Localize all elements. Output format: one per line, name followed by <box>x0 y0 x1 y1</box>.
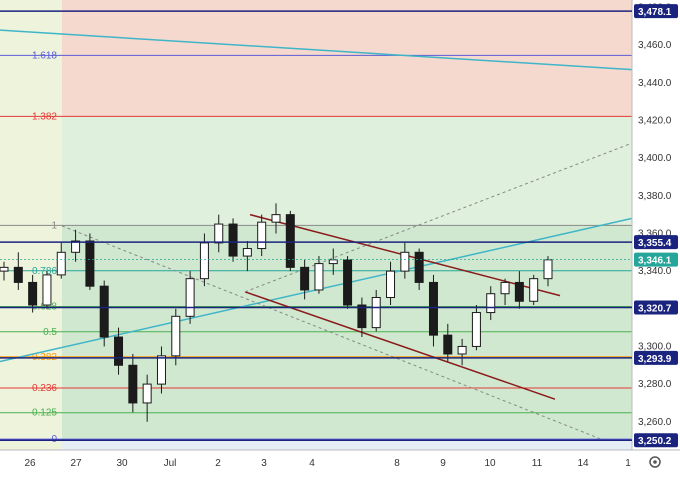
fib-label: 1 <box>51 220 57 231</box>
candle-body <box>343 259 353 306</box>
candle-body <box>543 259 553 280</box>
trendline-upper-cyan[interactable] <box>0 29 633 71</box>
price-tick-label: 3,360.0 <box>638 228 672 239</box>
fib-label: 1.382 <box>32 111 57 122</box>
candle-body <box>242 248 252 257</box>
candle-body <box>328 259 338 265</box>
price-tick-label: 3,440.0 <box>638 78 672 89</box>
candle-body <box>314 263 324 291</box>
candle-body <box>56 251 66 276</box>
date-tick-label: 10 <box>484 458 496 469</box>
price-tag <box>634 4 678 19</box>
candle-body <box>457 345 467 355</box>
candle-body <box>71 240 81 253</box>
date-tick-label: 8 <box>394 458 400 469</box>
candle-body <box>142 383 152 404</box>
price-tag-label: 3,355.4 <box>638 238 672 249</box>
date-tick-label: 11 <box>532 458 543 469</box>
candle-body <box>99 285 109 338</box>
candle-body <box>114 336 124 366</box>
candle-body <box>500 281 510 295</box>
candle-body <box>85 240 95 287</box>
price-tick-label: 3,400.0 <box>638 153 672 164</box>
fib-label: 0.236 <box>32 383 57 394</box>
gear-icon[interactable] <box>649 456 661 468</box>
candle-body <box>285 214 295 268</box>
candle-body <box>414 251 424 283</box>
candle-body <box>42 274 52 306</box>
candle-body <box>214 223 224 244</box>
time-axis: 26 27 30 Jul 2 3 4 8 9 10 11 14 1 <box>0 449 680 475</box>
date-tick-label: 27 <box>70 458 82 469</box>
price-tick-label: 3,460.0 <box>638 40 672 51</box>
candle-body <box>300 266 310 291</box>
price-tag <box>634 300 678 315</box>
lower-zone <box>62 439 632 450</box>
price-tag <box>634 252 678 267</box>
candle-body <box>185 278 195 317</box>
candle-body <box>371 296 381 329</box>
price-tag <box>634 433 678 448</box>
candle-body <box>357 304 367 329</box>
candle-body <box>428 281 438 336</box>
fib-diagonal <box>61 225 601 440</box>
price-tag <box>634 235 678 250</box>
date-tick-label: 9 <box>440 458 446 469</box>
date-tick-label: 30 <box>116 458 128 469</box>
price-tags: 3,478.1 3,355.4 3,346.1 3,320.7 3,293.9 3,250… <box>0 4 678 448</box>
candle-body <box>471 312 481 347</box>
candles <box>0 203 553 422</box>
price-tag-label: 3,478.1 <box>638 7 672 18</box>
price-tag-label: 3,346.1 <box>638 256 672 267</box>
date-tick-label: 3 <box>261 458 267 469</box>
price-tick-label: 3,380.0 <box>638 191 672 202</box>
price-tag-label: 3,250.2 <box>638 436 672 447</box>
candle-body <box>257 221 267 250</box>
candle-body <box>156 355 166 385</box>
price-tick-label: 3,340.0 <box>638 266 672 277</box>
candle-body <box>271 214 281 223</box>
extension-zone <box>62 116 632 226</box>
price-tick-label: 3,260.0 <box>638 417 672 428</box>
date-tick-label: Jul <box>164 458 177 469</box>
candle-body <box>514 281 524 302</box>
channel-lower[interactable] <box>244 291 556 400</box>
price-tag <box>634 350 678 365</box>
price-tick-label: 3,300.0 <box>638 341 672 352</box>
date-tick-label: 4 <box>309 458 315 469</box>
candle-body <box>0 266 9 272</box>
candle-body <box>400 251 410 272</box>
date-tick-label: 1 <box>625 458 631 469</box>
date-tick-label: 26 <box>24 458 36 469</box>
candle-body <box>228 223 238 257</box>
candle-body <box>13 266 23 283</box>
upper-zone <box>62 0 632 117</box>
price-tag-label: 3,293.9 <box>638 354 672 365</box>
candle-body <box>171 315 181 357</box>
settings-button[interactable] <box>649 456 661 468</box>
fib-label: 0.125 <box>32 408 57 419</box>
candle-body <box>386 270 396 298</box>
date-tick-label: 14 <box>577 458 589 469</box>
fib-label: 1.618 <box>32 50 57 61</box>
time-axis-bg <box>0 450 680 475</box>
fib-label: 0.786 <box>32 266 57 277</box>
candle-body <box>128 364 138 404</box>
candle-body <box>529 278 539 302</box>
candle-body <box>28 281 38 306</box>
candle-body <box>443 334 453 355</box>
candle-body <box>486 293 496 314</box>
fib-label: 0.5 <box>43 327 57 338</box>
date-tick-label: 2 <box>215 458 221 469</box>
price-tick-label: 3,420.0 <box>638 116 672 127</box>
price-tag-label: 3,320.7 <box>638 303 672 314</box>
candle-body <box>199 242 209 280</box>
price-tick-label: 3,280.0 <box>638 379 672 390</box>
